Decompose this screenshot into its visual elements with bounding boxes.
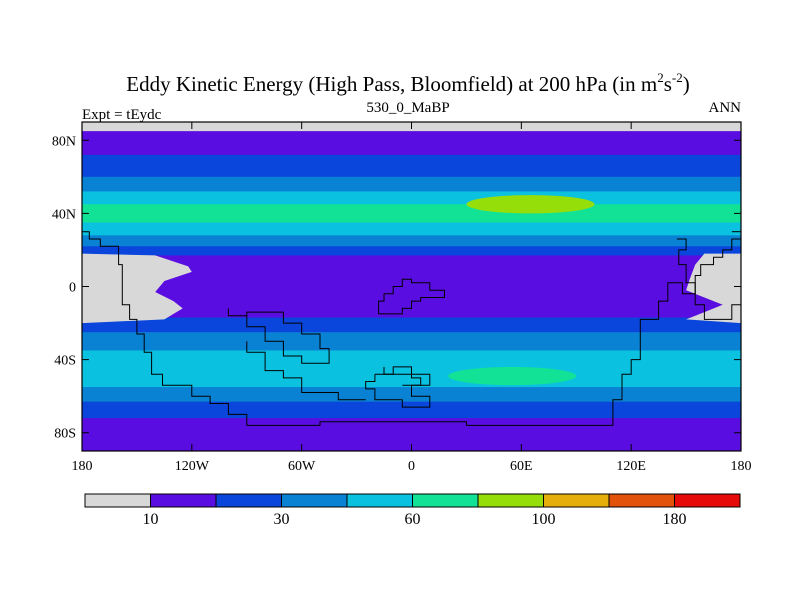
colorbar-swatch-5	[412, 493, 479, 508]
contour-band-6	[82, 222, 741, 236]
contour-maximum-0	[466, 195, 595, 214]
contour-band-4	[82, 191, 741, 205]
y-tick-label-1: 40N	[52, 207, 76, 222]
chart-title-sup-1: 2	[657, 70, 664, 85]
map-plot-area	[82, 122, 741, 451]
chart-subtitle: 530_0_MaBP	[366, 100, 449, 116]
colorbar-swatch-7	[543, 493, 610, 508]
y-tick-label-4: 80S	[54, 427, 76, 442]
chart-title-mid: s	[664, 72, 672, 96]
x-axis-ticks: 180 120W 60W 0 60E 120E 180	[72, 122, 752, 474]
contour-maxima	[448, 195, 595, 386]
contour-band-3	[82, 176, 741, 193]
coastline-south-island-2	[383, 366, 422, 386]
coastline-east-peninsula	[676, 238, 741, 320]
contour-band-1	[82, 131, 741, 156]
low-value-regions	[82, 253, 741, 324]
y-axis-ticks: 80N 40N 0 40S 80S	[52, 134, 741, 442]
y-tick-label-2: 0	[69, 281, 76, 296]
experiment-label: Expt = tEydc	[82, 107, 162, 123]
x-tick-label-5: 120E	[616, 459, 646, 474]
chart-title-main: Eddy Kinetic Energy (High Pass, Bloomfie…	[126, 72, 657, 96]
x-tick-label-1: 120W	[175, 459, 210, 474]
colorbar-swatch-8	[608, 493, 675, 508]
contour-band-11	[82, 332, 741, 352]
colorbar-swatch-2	[215, 493, 282, 508]
contour-band-7	[82, 235, 741, 247]
chart-title: Eddy Kinetic Energy (High Pass, Bloomfie…	[126, 70, 690, 96]
x-tick-label-6: 180	[731, 459, 752, 474]
contour-bands	[82, 122, 741, 451]
contour-band-2	[82, 154, 741, 178]
coastline-west-continent	[82, 231, 741, 426]
colorbar-label-1: 30	[274, 511, 290, 528]
low-value-region-indonesia-east	[686, 253, 741, 324]
colorbar-swatch-9	[674, 493, 741, 508]
coastline-south-continent	[227, 308, 330, 364]
colorbar: 10 30 60 100 180	[84, 493, 741, 528]
coastline-south-lower	[246, 341, 366, 401]
coastlines	[82, 231, 741, 426]
contour-band-5	[82, 204, 741, 224]
colorbar-swatch-3	[281, 493, 348, 508]
x-tick-label-0: 180	[72, 459, 93, 474]
contour-band-14	[82, 401, 741, 419]
y-tick-label-0: 80N	[52, 134, 76, 149]
colorbar-label-2: 60	[405, 511, 421, 528]
low-value-region-south-america-west	[82, 253, 192, 324]
colorbar-label-3: 100	[532, 511, 556, 528]
contour-band-8	[82, 246, 741, 257]
x-tick-label-3: 0	[408, 459, 415, 474]
colorbar-label-0: 10	[143, 511, 159, 528]
chart-title-sup-2: -2	[672, 70, 683, 85]
x-tick-label-2: 60W	[288, 459, 316, 474]
colorbar-swatch-4	[346, 493, 413, 508]
colorbar-label-4: 180	[663, 511, 687, 528]
y-tick-label-3: 40S	[54, 354, 76, 369]
contour-maximum-1	[448, 366, 577, 386]
colorbar-swatch-1	[150, 493, 217, 508]
colorbar-swatch-0	[84, 493, 151, 508]
x-tick-label-4: 60E	[510, 459, 533, 474]
chart-title-close: )	[683, 72, 690, 96]
coastline-central-islands	[378, 278, 445, 315]
season-label: ANN	[709, 100, 742, 116]
coastline-south-island	[365, 366, 431, 408]
colorbar-swatch-6	[477, 493, 544, 508]
